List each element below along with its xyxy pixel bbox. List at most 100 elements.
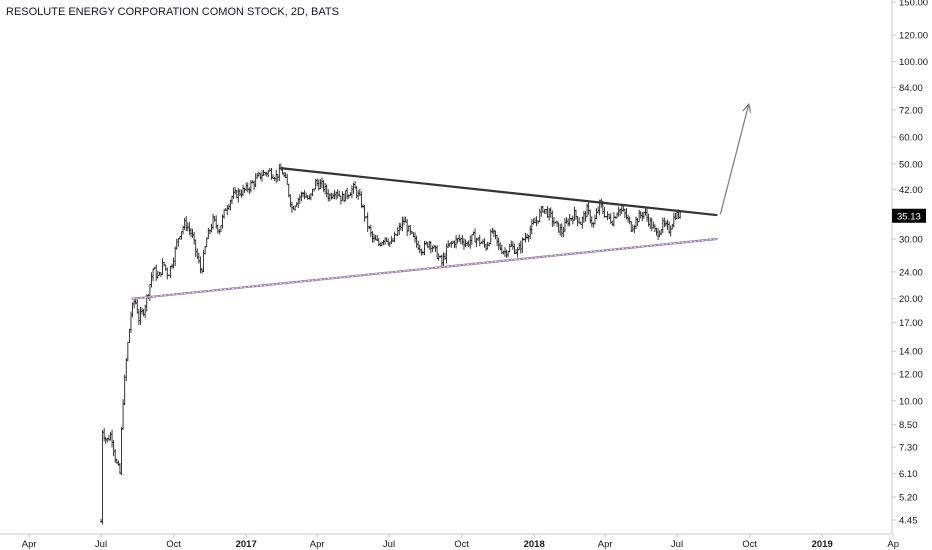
candle [264,171,267,176]
candle [120,426,123,475]
candle [573,206,576,221]
candle [402,216,405,226]
candle [191,228,194,238]
candles [100,163,682,525]
candle [406,218,409,237]
candle [663,217,666,227]
candle [491,227,494,234]
candle [111,429,114,448]
candle [510,240,513,247]
candle [126,341,129,362]
candle [576,216,579,227]
candle [298,194,301,204]
candle [653,224,656,232]
candle [150,272,153,288]
candle [652,221,655,229]
candle [136,299,139,314]
candle [432,244,435,249]
candle [311,188,314,196]
candle [223,209,226,219]
candle [526,233,529,240]
candle [556,220,559,227]
time-tick-label: Apr [310,539,325,550]
candle [415,235,418,248]
candle [431,245,434,252]
candle [175,238,178,250]
candle [194,239,197,257]
candle [257,171,260,177]
candle [109,431,112,441]
candle [232,187,235,199]
support-line-highlight [132,238,717,300]
candle [497,237,500,250]
candle [303,190,306,200]
candle [344,190,347,202]
time-tick-label: Jul [383,539,395,550]
candle [317,179,320,191]
candle [349,192,352,197]
candle [363,204,366,222]
last-price-badge-bg [892,208,926,223]
candle [533,217,536,224]
projection-arrow-line [719,103,750,215]
candle [246,182,249,193]
time-tick-label: 2017 [236,539,257,550]
candle [530,219,533,235]
candle [612,212,615,227]
candle [423,240,426,256]
candle [628,216,631,225]
candle [283,171,286,178]
candle [448,242,451,247]
candle [513,243,516,255]
candle [387,238,390,246]
candle [502,250,505,255]
candle [496,235,499,246]
chart-title: RESOLUTE ENERGY CORPORATION COMON STOCK,… [6,6,339,18]
candle [156,270,159,279]
candle [226,204,229,216]
candle [330,192,333,200]
time-tick-label: 2019 [812,539,833,550]
candle [137,308,140,325]
candle [474,228,477,243]
time-axis: Apr Jul Oct 2017 Apr Jul Oct 2018 Apr Jul Oct 2019 A… [0,533,899,550]
candle [295,202,298,207]
candle [582,210,585,224]
candle [183,217,186,230]
candle [346,187,349,200]
candle [516,247,519,258]
candle [470,234,473,245]
candle [617,206,620,217]
candle [320,177,323,188]
candle [483,238,486,248]
candle [324,182,327,195]
candle [177,238,180,247]
candle [529,225,532,240]
price-tick-label: 100.00 [899,57,928,68]
candle [278,163,281,182]
candle [354,180,357,189]
candle [148,284,151,302]
candle [166,267,169,280]
price-tick-label: 84.00 [899,83,923,94]
price-tick-label: 8.50 [899,420,918,431]
price-tick-label: 60.00 [899,132,923,143]
candle [672,212,675,228]
candle [289,194,292,208]
candle [325,184,328,198]
price-tick-label: 20.00 [899,294,923,305]
price-tick-label: 150.00 [899,0,928,9]
candle [319,179,322,189]
candle [174,246,177,267]
candle [630,221,633,232]
candle [309,193,312,201]
candle [467,240,470,248]
candle [488,242,491,247]
candle [336,189,339,199]
candle [646,208,649,222]
candle [398,222,401,236]
candle [606,211,609,221]
candle [245,182,248,192]
candle [462,238,465,250]
